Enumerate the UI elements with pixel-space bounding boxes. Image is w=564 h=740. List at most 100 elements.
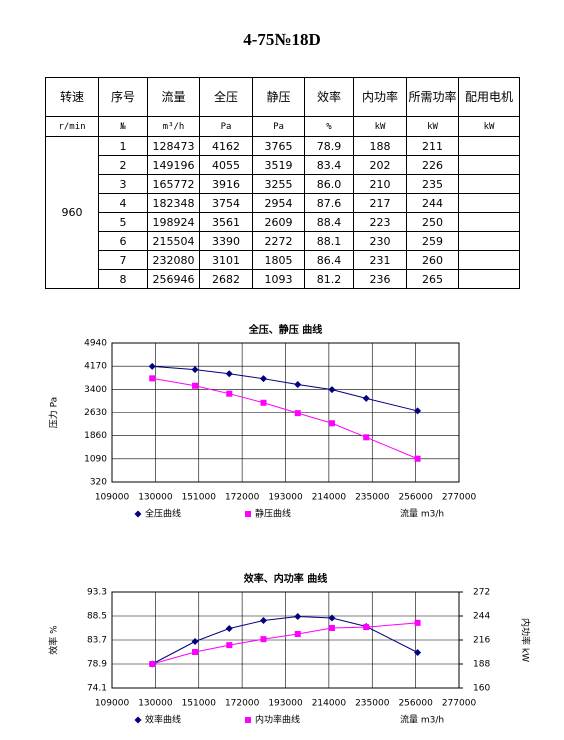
table-cell: 配用电机 <box>458 77 520 117</box>
y-tick-label: 88.5 <box>87 612 107 622</box>
table-cell: 265 <box>406 269 459 289</box>
marker <box>414 619 421 626</box>
table-cell: 3 <box>98 174 148 194</box>
marker <box>148 362 156 370</box>
legend-label: 全压曲线 <box>145 508 181 520</box>
table-cell: 7 <box>98 250 148 270</box>
marker <box>149 661 156 667</box>
marker <box>192 649 199 655</box>
table-cell: 244 <box>406 193 459 213</box>
table-cell: 202 <box>353 155 407 175</box>
table-cell: 3561 <box>199 212 253 232</box>
table-cell: 所需功率 <box>406 77 459 117</box>
table-cell <box>458 212 520 232</box>
marker <box>363 624 370 631</box>
table-row: 960 1 128473 4162 3765 78.9 188 211 <box>45 136 520 289</box>
table-cell: 260 <box>406 250 459 270</box>
marker <box>414 407 422 415</box>
legend-label: 效率曲线 <box>145 714 181 726</box>
x-axis-label: 流量 m3/h <box>400 508 444 520</box>
table-cell: 1 <box>98 136 148 156</box>
marker <box>225 625 233 632</box>
table-cell: Pa <box>252 116 305 137</box>
table-cell: 210 <box>353 174 407 194</box>
table-cell: r/min <box>45 116 99 137</box>
table-cell: kW <box>353 116 407 137</box>
table-cell: m³/h <box>147 116 200 137</box>
marker <box>294 380 302 388</box>
y-tick-label: 3400 <box>84 385 107 395</box>
y-axis-label: 压力 Pa <box>48 397 60 428</box>
table-cell: 5 <box>98 212 148 232</box>
table-row: 4 182348 3754 2954 87.6 217 244 <box>46 193 520 213</box>
table-cell: 83.4 <box>304 155 354 175</box>
table-cell: 1805 <box>252 250 305 270</box>
table-cell: 86.4 <box>304 250 354 270</box>
table-cell: 182348 <box>147 193 200 213</box>
table-cell: 230 <box>353 231 407 251</box>
y-tick-label: 2630 <box>84 408 107 418</box>
x-tick-label: 109000 <box>95 699 130 709</box>
legend-marker <box>245 511 251 517</box>
table-cell: 2272 <box>252 231 305 251</box>
table-cell: % <box>304 116 354 137</box>
y-tick-label: 78.9 <box>87 660 107 670</box>
table-cell: 1093 <box>252 269 305 289</box>
x-tick-label: 256000 <box>398 699 433 709</box>
table-cell: 88.1 <box>304 231 354 251</box>
chart-title: 效率、内功率 曲线 <box>244 572 327 585</box>
marker <box>362 394 370 402</box>
y2-tick-label: 244 <box>473 612 490 622</box>
table-cell: 236 <box>353 269 407 289</box>
y-tick-label: 4170 <box>84 362 107 372</box>
y-tick-label: 74.1 <box>87 684 107 694</box>
chart: 效率、内功率 曲线 74.1 78.9 83.7 88.5 93.3 160 188 216 24… <box>48 572 532 726</box>
y-tick-label: 4940 <box>84 339 107 349</box>
series-line <box>152 365 418 412</box>
table-cell <box>458 231 520 251</box>
x-tick-label: 277000 <box>442 493 477 503</box>
table-row: r/min № m³/h Pa Pa% kW kW kW <box>45 116 520 137</box>
x-tick-label: 130000 <box>138 699 173 709</box>
table-cell: 4055 <box>199 155 253 175</box>
x-tick-label: 193000 <box>268 493 303 503</box>
marker <box>192 382 199 389</box>
marker <box>191 366 199 374</box>
legend-marker <box>134 716 142 724</box>
table-cell: 149196 <box>147 155 200 175</box>
table-row: 7 232080 3101 1805 86.4 231 260 <box>46 250 520 270</box>
x-tick-label: 130000 <box>138 493 173 503</box>
table-cell: 转速 <box>45 77 99 117</box>
table-cell: 3765 <box>252 136 305 156</box>
marker <box>294 631 301 637</box>
table-cell: Pa <box>199 116 253 137</box>
table-cell: 4162 <box>199 136 253 156</box>
table-cell: 内功率 <box>353 77 407 117</box>
marker <box>328 386 336 394</box>
table-cell: 223 <box>353 212 407 232</box>
x-tick-label: 256000 <box>398 493 433 503</box>
doc-title: 4-75№18D <box>243 30 321 49</box>
table-cell: 效率 <box>304 77 354 117</box>
marker <box>414 455 421 462</box>
marker <box>363 434 370 441</box>
x-tick-label: 214000 <box>312 493 347 503</box>
x-axis-label: 流量 m3/h <box>400 714 444 726</box>
table-cell: 165772 <box>147 174 200 194</box>
table-cell: 235 <box>406 174 459 194</box>
table-cell: 8 <box>98 269 148 289</box>
marker <box>294 613 302 620</box>
y-tick-label: 1860 <box>84 431 107 441</box>
table-cell: kW <box>458 116 520 137</box>
y2-tick-label: 160 <box>473 684 490 694</box>
table-cell: 188 <box>353 136 407 156</box>
series-line <box>152 622 418 665</box>
table-cell: 4 <box>98 193 148 213</box>
y2-axis-label: 内功率 kW <box>520 618 532 662</box>
table-cell: 3754 <box>199 193 253 213</box>
marker <box>294 410 301 417</box>
table-cell: 211 <box>406 136 459 156</box>
x-tick-label: 277000 <box>442 699 477 709</box>
y2-tick-label: 188 <box>473 660 490 670</box>
table-cell: 960 <box>45 136 99 289</box>
